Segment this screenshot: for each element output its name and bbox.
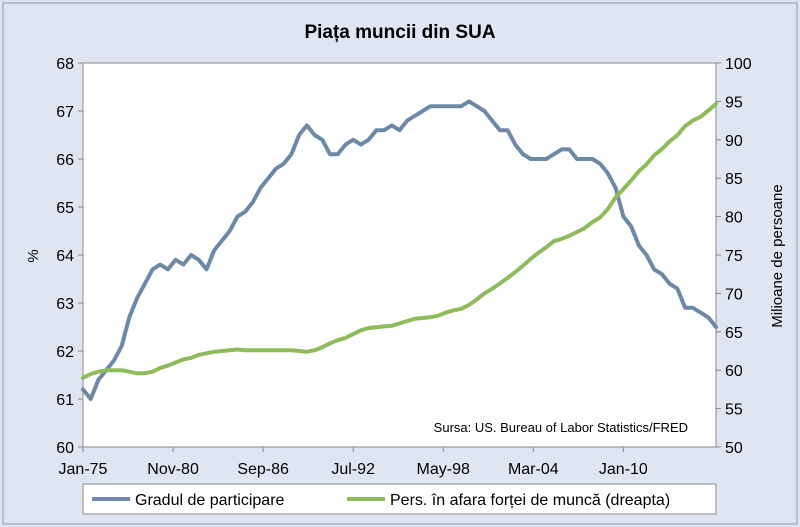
y-right-tick-label: 85 bbox=[725, 171, 743, 188]
series-layer bbox=[81, 99, 718, 401]
plot-area bbox=[82, 62, 717, 448]
legend-label-not-in-labor-force: Pers. în afara forței de muncă (dreapta) bbox=[390, 492, 670, 509]
x-tick-label: May-98 bbox=[417, 461, 470, 478]
y-right-tick-label: 60 bbox=[725, 363, 743, 380]
x-tick-label: Mar-04 bbox=[508, 461, 559, 478]
x-tick-label: Jan-10 bbox=[599, 461, 648, 478]
y-left-tick-label: 61 bbox=[56, 392, 74, 409]
y-left-label: % bbox=[25, 249, 42, 262]
x-tick-label: Nov-80 bbox=[147, 461, 199, 478]
series-line-not-in-labor-force bbox=[81, 101, 718, 380]
y-left-tick-label: 64 bbox=[56, 248, 74, 265]
y-right-tick-label: 70 bbox=[725, 286, 743, 303]
y-left-tick-label: 63 bbox=[56, 296, 74, 313]
legend-box bbox=[82, 483, 717, 515]
y-left-tick-label: 65 bbox=[56, 200, 74, 217]
y-right-tick-label: 65 bbox=[725, 325, 743, 342]
y-left-tick-label: 67 bbox=[56, 104, 74, 121]
x-tick-label: Jan-75 bbox=[59, 461, 108, 478]
y-right-tick-label: 95 bbox=[725, 94, 743, 111]
x-tick-label: Jul-92 bbox=[331, 461, 375, 478]
y-right-tick-label: 90 bbox=[725, 133, 743, 150]
y-right-tick-label: 75 bbox=[725, 248, 743, 265]
x-tick-label: Sep-86 bbox=[237, 461, 289, 478]
source-note: Sursa: US. Bureau of Labor Statistics/FR… bbox=[434, 420, 688, 435]
chart-title: Piața muncii din SUA bbox=[304, 22, 495, 43]
y-right-tick-label: 100 bbox=[725, 56, 752, 73]
series-line-participation bbox=[81, 99, 718, 401]
y-right-tick-label: 80 bbox=[725, 210, 743, 227]
y-right-tick-label: 55 bbox=[725, 402, 743, 419]
legend-label-participation: Gradul de participare bbox=[135, 492, 285, 509]
y-left-tick-label: 60 bbox=[56, 440, 74, 457]
y-right-label: Milioane de persoane bbox=[769, 184, 786, 327]
ticks-layer: 60 61 62 63 64 65 66 67 68 50 55 60 65 70 75 80 85 90 95 10… bbox=[56, 56, 752, 478]
y-left-tick-label: 66 bbox=[56, 152, 74, 169]
y-right-tick-label: 50 bbox=[725, 440, 743, 457]
y-left-tick-label: 62 bbox=[56, 344, 74, 361]
y-left-tick-label: 68 bbox=[56, 56, 74, 73]
